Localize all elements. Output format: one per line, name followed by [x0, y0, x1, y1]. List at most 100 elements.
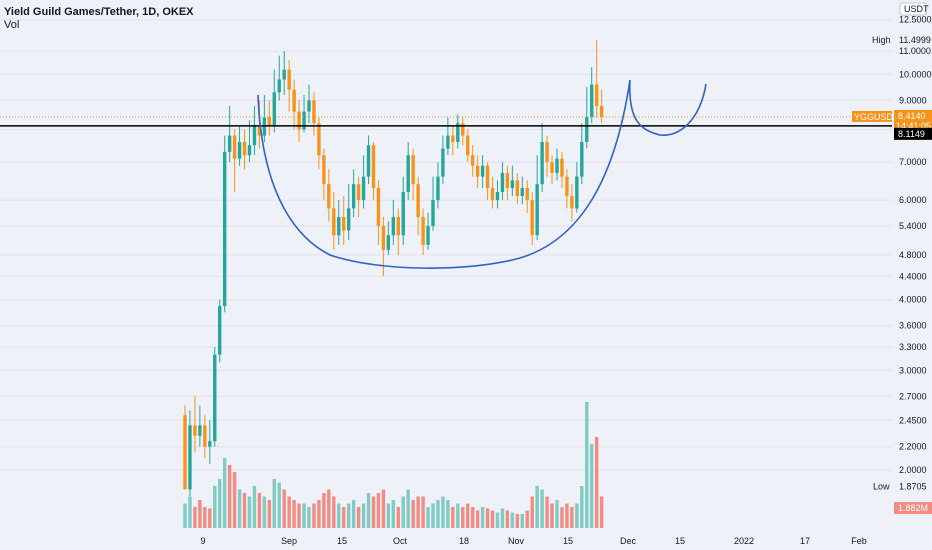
volume-bar — [456, 503, 460, 528]
candle-body — [500, 172, 505, 193]
candle-body — [585, 117, 589, 142]
candle-body — [361, 176, 366, 201]
time-tick-label: 2022 — [734, 536, 754, 546]
last-price-label: 8.4140 — [898, 111, 926, 121]
volume-bar — [361, 503, 366, 528]
time-tick-label: 15 — [337, 536, 347, 546]
candle-body — [599, 105, 604, 118]
volume-bar — [391, 500, 396, 528]
candle-body — [475, 165, 480, 177]
volume-bar — [198, 500, 202, 528]
candle-body — [401, 192, 405, 236]
candle-body — [594, 84, 599, 106]
volume-bar — [312, 503, 316, 528]
candle-body — [485, 165, 490, 189]
time-axis: 9 Sep 15 Oct 18 Nov 15 Dec 15 2022 17 Feb — [200, 536, 866, 546]
candle-body — [490, 188, 495, 201]
candle-body — [530, 200, 534, 236]
volume-bar — [580, 486, 584, 528]
price-tick-label: 10.0000 — [899, 69, 932, 79]
candle-body — [580, 141, 584, 177]
candle-body — [282, 69, 286, 80]
volume-bar — [555, 500, 559, 528]
volume-bar — [346, 503, 351, 528]
volume-bar — [406, 489, 410, 528]
symbol-tag-label: YGGUSDT — [854, 112, 899, 122]
candle-body — [480, 165, 485, 177]
time-tick-label: Dec — [620, 536, 637, 546]
candle-body — [203, 425, 207, 447]
candle-body — [332, 208, 336, 236]
volume-bar — [272, 479, 276, 528]
volume-bar — [535, 486, 539, 528]
volume-bar — [287, 496, 291, 528]
candle-body — [520, 188, 524, 197]
volume-bar — [510, 512, 515, 528]
candle-body — [277, 79, 281, 93]
volume-bar — [327, 489, 331, 528]
volume-bar — [565, 503, 569, 528]
volume-bar — [337, 503, 341, 528]
time-tick-label: Sep — [281, 536, 297, 546]
candle-body — [252, 126, 257, 146]
candle-body — [386, 235, 391, 250]
volume-bar — [203, 507, 207, 528]
volume-bar — [485, 508, 490, 528]
time-tick-label: 9 — [200, 536, 205, 546]
candle-body — [227, 135, 232, 152]
candle-body — [346, 208, 351, 231]
volume-bar — [351, 500, 356, 528]
candle-body — [193, 425, 197, 436]
candle-body — [366, 145, 371, 177]
volume-bar — [247, 496, 252, 528]
cup-curve — [257, 79, 707, 269]
volume-bar — [267, 500, 272, 528]
volume-bar — [530, 496, 534, 528]
candle-body — [218, 305, 222, 355]
volume-bar — [560, 507, 564, 528]
candle-body — [451, 135, 455, 142]
volume-bar — [515, 514, 520, 528]
cup-and-handle-drawing — [0, 79, 892, 269]
volume-bar — [213, 486, 217, 528]
time-tick-label: 15 — [563, 536, 573, 546]
volume-bar — [262, 496, 267, 528]
price-tick-label: 2.7000 — [899, 391, 927, 401]
candle-body — [510, 180, 515, 189]
candle-body — [257, 126, 262, 136]
volume-bar — [322, 493, 326, 528]
price-tick-label: 3.6000 — [899, 321, 927, 331]
candle-body — [540, 141, 544, 185]
currency-badge — [899, 2, 927, 16]
volume-bar — [257, 493, 262, 528]
volume-bar — [550, 503, 554, 528]
volume-bar — [426, 507, 430, 528]
volume-bar — [446, 500, 450, 528]
candle-body — [575, 176, 579, 209]
price-tick-label: 7.0000 — [899, 157, 927, 167]
volume-bar — [342, 507, 346, 528]
volume-bar — [451, 507, 455, 528]
high-label: High — [872, 35, 891, 45]
candle-body — [183, 415, 187, 490]
candle-body — [213, 354, 217, 442]
candle-body — [371, 145, 376, 189]
candle-body — [337, 217, 341, 236]
candle-body — [237, 141, 242, 159]
candle-body — [570, 196, 574, 209]
volume-bar — [332, 496, 336, 528]
price-tick-label: 3.0000 — [899, 365, 927, 375]
time-tick-label: 15 — [675, 536, 685, 546]
price-tick-label: 1.8705 — [899, 482, 927, 492]
volume-tag — [894, 502, 932, 514]
candle-body — [317, 123, 321, 156]
candle-body — [198, 425, 202, 436]
price-tick-label: 4.0000 — [899, 295, 927, 305]
volume-bar — [227, 465, 232, 528]
price-tick-label: 11.0000 — [899, 46, 931, 56]
volume-bar — [436, 500, 440, 528]
volume-bar — [396, 507, 400, 528]
candle-body — [297, 111, 301, 130]
level-tag — [894, 127, 932, 140]
